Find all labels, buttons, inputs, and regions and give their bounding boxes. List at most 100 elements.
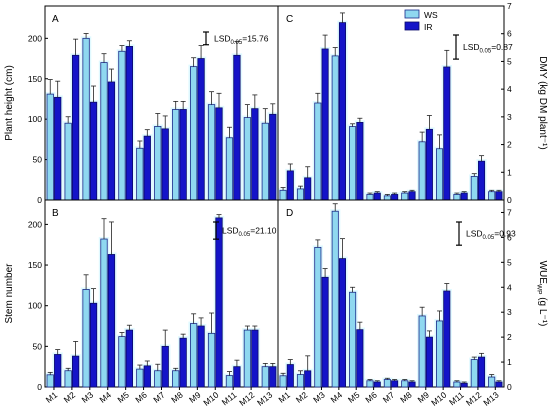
lsd-text: LSD xyxy=(222,226,239,236)
ws-bar-m9 xyxy=(418,141,426,201)
ir-bar-m10 xyxy=(443,66,451,201)
lsd-value: =15.76 xyxy=(242,33,269,43)
y-tick-label: 0 xyxy=(37,382,42,392)
x-tick-label: M6 xyxy=(133,390,149,405)
ws-bar-m10 xyxy=(207,104,216,201)
ws-bar-m2 xyxy=(296,374,304,388)
panel-letter: C xyxy=(286,14,293,25)
ws-bar-m7 xyxy=(383,195,391,201)
ir-bar-m6 xyxy=(143,365,151,388)
lsd-text: LSD xyxy=(214,33,231,43)
y-tick-label: 5 xyxy=(507,56,512,66)
ir-bar-m4 xyxy=(107,81,116,201)
y-axis-label-sub: WP xyxy=(536,284,543,294)
ir-bar-m4 xyxy=(107,254,116,388)
y-axis-label: DMY (kg DM plant⁻¹) xyxy=(537,56,548,149)
ir-bar-m13 xyxy=(269,113,277,201)
ws-bar-m1 xyxy=(279,375,287,388)
ir-bar-m12 xyxy=(478,160,486,201)
ws-bar-m1 xyxy=(46,374,54,388)
ir-bar-m5 xyxy=(125,46,134,201)
ws-bar-m2 xyxy=(64,122,72,201)
ws-bar-m9 xyxy=(189,323,198,388)
y-tick-label: 7 xyxy=(507,1,512,11)
ws-bar-m1 xyxy=(279,189,287,201)
ws-bar-m13 xyxy=(261,122,269,201)
ws-bar-m10 xyxy=(435,320,444,388)
ws-bar-m8 xyxy=(401,380,409,388)
ws-bar-m13 xyxy=(261,366,269,388)
x-tick-label: M2 xyxy=(294,390,310,405)
ir-bar-m9 xyxy=(197,325,205,388)
ir-bar-m12 xyxy=(251,108,259,201)
x-tick-label: M9 xyxy=(416,390,432,405)
ir-bar-m10 xyxy=(443,290,451,388)
y-tick-label: 150 xyxy=(28,74,42,84)
ir-bar-m2 xyxy=(304,177,312,201)
ws-bar-m11 xyxy=(453,194,461,201)
x-tick-label: M9 xyxy=(187,390,203,405)
y-tick-label: 2 xyxy=(507,332,512,342)
lsd-label: LSD0.05=15.76 xyxy=(214,33,269,46)
ws-bar-m12 xyxy=(243,117,252,201)
ws-bar-m3 xyxy=(82,37,90,201)
ws-bar-m6 xyxy=(136,147,144,201)
ws-bar-m13 xyxy=(488,376,496,388)
ir-bar-m3 xyxy=(89,101,98,201)
ws-bar-m9 xyxy=(418,315,426,388)
ir-bar-m12 xyxy=(478,356,486,388)
ir-bar-m1 xyxy=(54,96,62,201)
ir-bar-m1 xyxy=(286,170,294,201)
ir-bar-m9 xyxy=(425,128,433,201)
y-tick-label: 150 xyxy=(28,260,42,270)
panel-letter: D xyxy=(286,208,293,219)
ws-bar-m3 xyxy=(314,102,322,201)
ir-bar-m2 xyxy=(304,370,312,388)
panel-letter: A xyxy=(52,14,59,25)
ws-bar-m11 xyxy=(225,375,234,388)
ir-bar-m4 xyxy=(338,258,347,388)
ws-bar-m10 xyxy=(435,148,444,201)
y-axis-label-main: WUE xyxy=(537,261,548,285)
ir-bar-m12 xyxy=(251,329,259,388)
ws-bar-m5 xyxy=(118,50,126,201)
ir-bar-m11 xyxy=(460,192,468,201)
ws-bar-m4 xyxy=(331,55,339,201)
ir-bar-m7 xyxy=(161,345,169,388)
ws-bar-m5 xyxy=(118,336,126,388)
x-tick-label: M4 xyxy=(329,390,345,405)
y-tick-label: 4 xyxy=(507,84,512,94)
ws-bar-m8 xyxy=(172,109,180,201)
ws-bar-m11 xyxy=(453,381,461,388)
x-tick-label: M6 xyxy=(363,390,379,405)
y-tick-label: 4 xyxy=(507,282,512,292)
x-tick-label: M8 xyxy=(398,390,414,405)
y-tick-label: 5 xyxy=(507,257,512,267)
panel-a: 0 50 100 150 200 A LSD0.05=15.76 Plant height (… xyxy=(4,5,279,205)
ir-bar-m5 xyxy=(356,122,364,201)
ws-bar-m8 xyxy=(401,192,409,201)
y-axis-label: Stem number xyxy=(4,263,15,324)
ir-bar-m3 xyxy=(321,276,329,388)
y-tick-label: 0 xyxy=(507,382,512,392)
ir-bar-m5 xyxy=(356,329,364,388)
lsd-value: =21.10 xyxy=(250,226,277,236)
x-tick-label: M3 xyxy=(311,390,327,405)
ws-bar-m12 xyxy=(470,176,478,201)
ir-bar-m1 xyxy=(286,364,294,388)
ir-bar-m8 xyxy=(179,109,187,201)
ir-bar-m1 xyxy=(54,354,62,388)
y-axis-label-unit: (g L⁻¹) xyxy=(537,294,548,326)
x-tick-label: M1 xyxy=(44,390,60,405)
ir-bar-m8 xyxy=(408,381,416,388)
legend-label-ir: IR xyxy=(424,22,433,32)
y-tick-label: 6 xyxy=(507,232,512,242)
legend-label-ws: WS xyxy=(424,10,438,20)
ws-bar-m6 xyxy=(366,194,374,201)
x-tick-label: M13 xyxy=(481,390,500,408)
ir-bar-m7 xyxy=(391,194,399,201)
lsd-value: =0.93 xyxy=(494,229,516,239)
